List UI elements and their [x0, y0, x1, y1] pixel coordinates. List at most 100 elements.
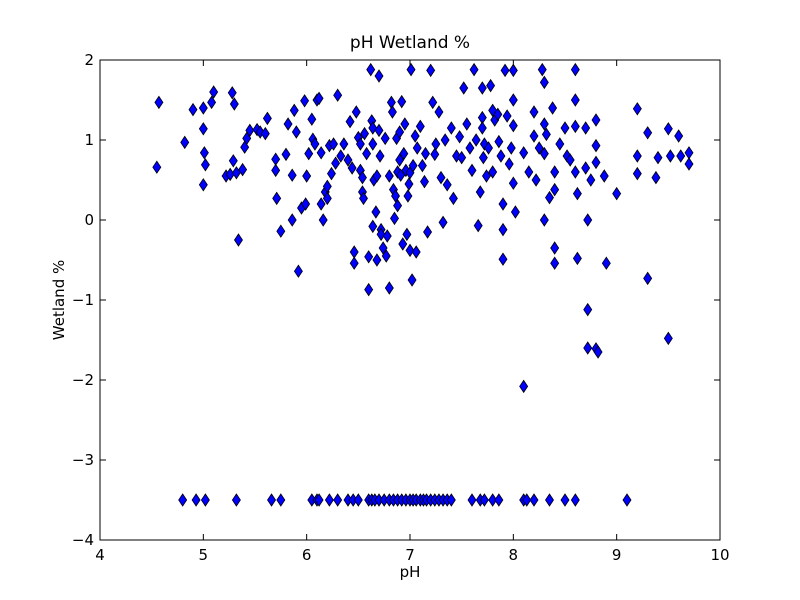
data-point — [402, 227, 412, 242]
data-point — [289, 103, 299, 118]
data-point — [446, 493, 456, 507]
data-point — [152, 160, 162, 174]
data-point — [455, 130, 465, 144]
data-point — [293, 264, 303, 278]
data-point — [316, 197, 326, 211]
data-point — [411, 245, 421, 259]
data-point — [583, 341, 593, 355]
data-point — [428, 95, 438, 110]
data-point — [550, 256, 560, 270]
data-point — [406, 62, 416, 77]
data-point — [399, 146, 409, 161]
data-point — [404, 177, 414, 191]
data-point — [355, 137, 365, 151]
data-point — [529, 105, 539, 119]
data-point — [398, 237, 408, 251]
data-point — [291, 125, 301, 139]
data-point — [676, 149, 686, 163]
data-point — [504, 157, 514, 171]
y-tick-label: −1 — [72, 291, 94, 309]
data-point — [508, 118, 518, 133]
data-point — [322, 191, 332, 206]
data-point — [591, 155, 601, 170]
data-point — [506, 141, 516, 155]
data-point — [381, 249, 391, 263]
data-point — [198, 122, 208, 136]
data-point — [364, 282, 374, 297]
data-point — [502, 109, 512, 123]
data-point — [371, 205, 381, 219]
data-point — [488, 165, 498, 179]
data-point — [374, 69, 384, 83]
data-point — [368, 137, 378, 151]
data-point — [198, 178, 208, 192]
data-point — [188, 102, 198, 117]
x-tick-label: 7 — [405, 546, 415, 564]
y-axis-label: Wetland % — [50, 260, 68, 340]
data-point — [180, 135, 190, 150]
data-point — [260, 126, 270, 141]
data-point — [477, 121, 487, 135]
data-point — [200, 493, 210, 507]
data-point — [372, 253, 382, 267]
data-point — [524, 165, 534, 179]
data-point — [545, 190, 554, 205]
data-point — [539, 75, 549, 90]
data-point — [665, 149, 675, 163]
data-point — [593, 345, 603, 359]
data-point — [457, 150, 467, 165]
y-tick-label: 2 — [84, 51, 94, 69]
data-point — [570, 93, 580, 107]
data-point — [199, 146, 209, 160]
data-point — [245, 123, 255, 138]
data-point — [484, 141, 494, 155]
data-point — [508, 63, 518, 78]
data-point — [581, 121, 591, 135]
data-point — [643, 126, 653, 140]
data-point — [522, 493, 532, 507]
x-tick-label: 10 — [710, 546, 729, 564]
y-tick-label: 1 — [84, 131, 94, 149]
data-point — [591, 138, 601, 153]
x-axis-label: pH — [400, 563, 421, 581]
data-point — [240, 140, 250, 154]
data-point — [663, 331, 673, 346]
data-point — [599, 169, 609, 183]
ticks-layer: 4 5 6 7 8 9 10 −4 −3 −2 −1 0 1 2 — [72, 51, 730, 564]
data-point — [384, 281, 394, 295]
data-point — [229, 97, 239, 111]
data-point — [316, 146, 326, 160]
data-point — [446, 121, 456, 135]
data-point — [494, 134, 504, 149]
data-point — [471, 133, 481, 147]
data-point — [684, 157, 694, 171]
data-point — [541, 127, 551, 142]
data-point — [408, 158, 418, 173]
data-point — [632, 149, 642, 163]
x-tick-label: 5 — [199, 546, 209, 564]
data-point — [227, 86, 237, 100]
data-point — [560, 493, 570, 507]
data-point — [550, 165, 560, 179]
data-point — [481, 169, 491, 183]
data-point — [529, 129, 539, 143]
data-point — [560, 121, 570, 135]
y-tick-label: −2 — [72, 371, 94, 389]
data-point — [581, 161, 591, 175]
data-point — [440, 133, 450, 147]
data-point — [651, 170, 661, 185]
data-point — [368, 121, 378, 135]
data-point — [583, 302, 593, 317]
data-point — [488, 493, 498, 507]
data-point — [324, 493, 334, 507]
data-point — [496, 149, 506, 163]
data-point — [281, 147, 291, 162]
data-point — [207, 95, 217, 110]
data-point — [415, 119, 425, 134]
data-point — [357, 170, 367, 185]
data-point — [283, 117, 293, 131]
data-point — [390, 211, 399, 226]
data-point — [548, 101, 558, 115]
